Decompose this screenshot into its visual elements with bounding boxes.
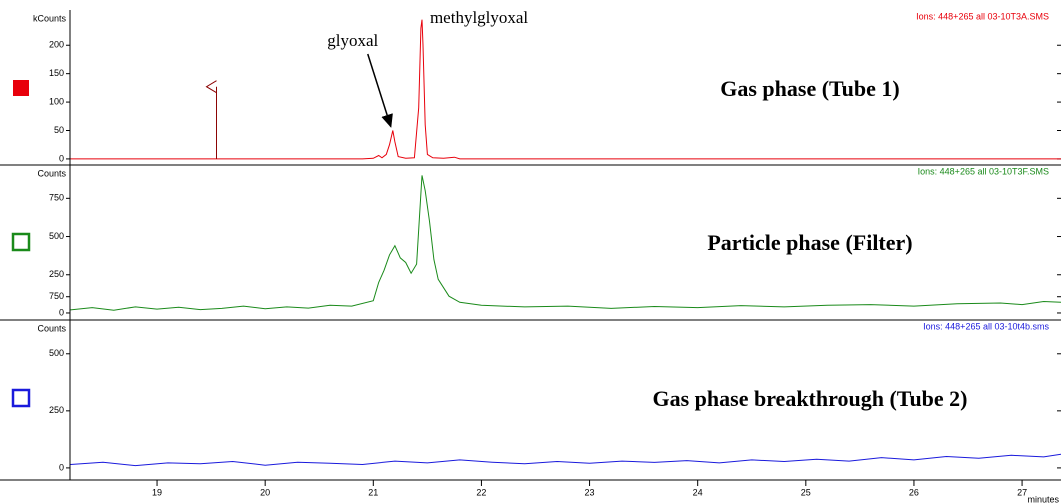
x-tick-label: 27: [1017, 487, 1027, 497]
legend-marker: [11, 232, 31, 252]
annotation: glyoxal: [327, 31, 378, 50]
panel-title: Gas phase breakthrough (Tube 2): [652, 386, 967, 411]
x-tick-label: 26: [909, 487, 919, 497]
y-axis-label: Counts: [37, 168, 66, 178]
y-tick-label: 100: [49, 96, 64, 106]
y-tick-label: 250: [49, 405, 64, 415]
trace: [70, 19, 1061, 160]
y-tick-label: 500: [49, 348, 64, 358]
ion-label: Ions: 448+265 all 03-10T3A.SMS: [916, 11, 1049, 21]
trace: [70, 175, 1061, 311]
panel-title: Particle phase (Filter): [707, 230, 912, 255]
y-tick-label: 0: [59, 307, 64, 317]
x-axis-label: minutes: [1027, 494, 1059, 503]
x-tick-label: 19: [152, 487, 162, 497]
x-tick-label: 20: [260, 487, 270, 497]
y-tick-label: 50: [54, 125, 64, 135]
panel-title: Gas phase (Tube 1): [720, 76, 900, 101]
y-tick-label: 500: [49, 231, 64, 241]
annotation: methylglyoxal: [430, 8, 528, 27]
y-axis-label: Counts: [37, 323, 66, 333]
y-tick-label: 250: [49, 269, 64, 279]
x-tick-label: 21: [368, 487, 378, 497]
x-tick-label: 25: [801, 487, 811, 497]
trace: [70, 453, 1061, 467]
x-tick-label: 22: [476, 487, 486, 497]
ion-label: Ions: 448+265 all 03-10t4b.sms: [923, 321, 1049, 331]
y-tick-label: 750: [49, 193, 64, 203]
y-tick-label: 750: [49, 291, 64, 301]
y-tick-label: 0: [59, 462, 64, 472]
marker-flag: [205, 80, 217, 94]
y-axis-label: kCounts: [33, 13, 67, 23]
legend-marker: [11, 388, 31, 408]
x-tick-label: 24: [693, 487, 703, 497]
y-tick-label: 150: [49, 68, 64, 78]
legend-marker: [13, 80, 29, 96]
y-tick-label: 0: [59, 153, 64, 163]
ion-label: Ions: 448+265 all 03-10T3F.SMS: [918, 166, 1049, 176]
annotation-arrow: [367, 53, 393, 128]
x-tick-label: 23: [585, 487, 595, 497]
y-tick-label: 200: [49, 40, 64, 50]
